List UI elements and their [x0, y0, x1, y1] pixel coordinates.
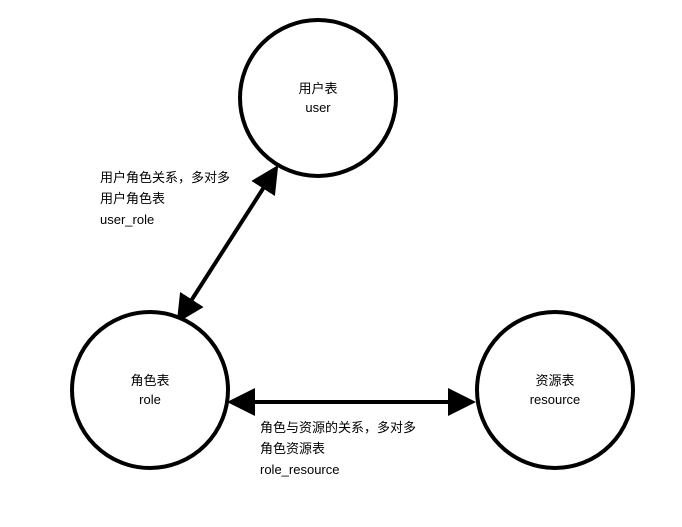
node-user-title: 用户表	[298, 79, 337, 99]
node-resource-title: 资源表	[530, 371, 581, 391]
node-user-label: 用户表 user	[298, 79, 337, 118]
node-resource: 资源表 resource	[475, 310, 635, 470]
node-role-name: role	[130, 390, 169, 410]
edge-user-role-line1: 用户角色关系，多对多	[100, 168, 230, 189]
edge-user-role-line2: 用户角色表	[100, 189, 230, 210]
node-resource-label: 资源表 resource	[530, 371, 581, 410]
node-user: 用户表 user	[238, 18, 398, 178]
node-role-title: 角色表	[130, 371, 169, 391]
node-user-name: user	[298, 98, 337, 118]
edge-label-role-resource: 角色与资源的关系，多对多 角色资源表 role_resource	[260, 418, 416, 480]
edge-role-resource-line2: 角色资源表	[260, 439, 416, 460]
diagram-canvas: 用户表 user 角色表 role 资源表 resource 用户角色关系，多对…	[0, 0, 682, 527]
node-role: 角色表 role	[70, 310, 230, 470]
edge-label-user-role: 用户角色关系，多对多 用户角色表 user_role	[100, 168, 230, 230]
edge-user-role-line3: user_role	[100, 210, 230, 231]
edge-role-resource-line1: 角色与资源的关系，多对多	[260, 418, 416, 439]
node-resource-name: resource	[530, 390, 581, 410]
edge-role-resource-line3: role_resource	[260, 460, 416, 481]
node-role-label: 角色表 role	[130, 371, 169, 410]
